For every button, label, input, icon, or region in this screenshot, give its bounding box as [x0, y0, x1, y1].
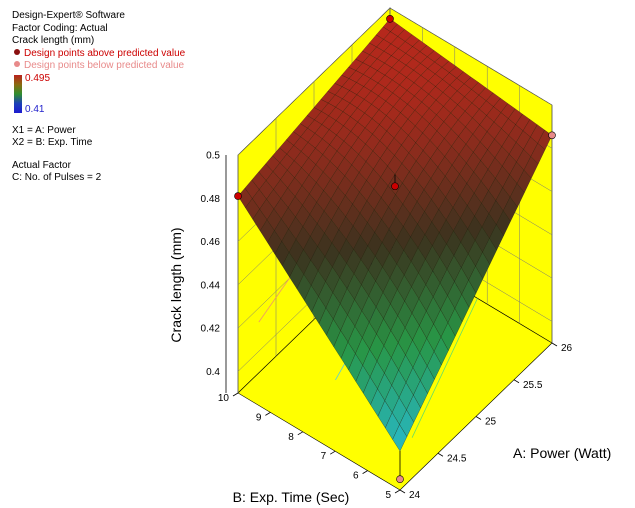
design-point	[548, 131, 556, 140]
x-tick-label: 25.5	[523, 380, 543, 391]
y-tick-label: 9	[256, 412, 262, 423]
y-tick-label: 7	[321, 451, 327, 462]
color-scale-bar	[14, 74, 22, 113]
z-tick-label: 0.46	[201, 237, 221, 248]
z-tick-label: 0.4	[206, 367, 220, 378]
color-scale-low: 0.41	[25, 103, 45, 115]
y-tick-mark	[362, 470, 368, 474]
y-tick-label: 10	[218, 393, 230, 404]
design-point	[386, 15, 394, 23]
y-tick-label: 5	[385, 490, 391, 501]
y-tick-label: 8	[288, 432, 294, 443]
z-tick-label: 0.5	[206, 151, 220, 162]
z-tick-label: 0.44	[201, 280, 221, 291]
response-label: Crack length (mm)	[12, 35, 95, 46]
color-scale-high: 0.495	[25, 72, 51, 84]
z-tick-label: 0.48	[201, 194, 221, 205]
actual-factor-value: C: No. of Pulses = 2	[12, 172, 102, 183]
x-tick-label: 25	[485, 417, 497, 428]
y-tick-label: 6	[353, 471, 359, 482]
software-label: Design-Expert® Software	[12, 10, 125, 21]
x-tick-label: 24	[409, 490, 421, 501]
legend-above-entry: Design points above predicted value	[12, 48, 185, 61]
z-tick-label: 0.42	[201, 324, 221, 335]
factor-coding-label: Factor Coding: Actual	[12, 22, 108, 34]
y-tick-mark	[394, 489, 401, 494]
y-tick-mark	[232, 392, 239, 397]
point-below-icon	[14, 61, 20, 67]
point-above-icon	[14, 48, 20, 55]
design-point	[391, 182, 399, 191]
floor-contour	[411, 298, 478, 438]
legend-below-label: Design points below predicted value	[24, 60, 185, 71]
y-tick-mark	[297, 431, 304, 436]
surface-cell	[392, 424, 408, 452]
z-axis-title: Crack length (mm)	[168, 227, 184, 342]
y-tick-mark	[329, 450, 336, 455]
x-tick-mark	[437, 452, 444, 457]
y-axis-title: B: Exp. Time (Sec)	[233, 489, 350, 505]
x-tick-label: 26	[561, 343, 573, 354]
color-scale: 0.495 0.41	[12, 72, 185, 115]
x-tick-mark	[399, 489, 406, 494]
x-axis-title: A: Power (Watt)	[513, 445, 611, 461]
x-tick-mark	[513, 379, 520, 384]
y-tick-mark	[265, 412, 271, 416]
x-tick-label: 24.5	[447, 453, 467, 464]
design-point	[396, 475, 404, 483]
legend-above-label: Design points above predicted value	[24, 47, 186, 59]
design-point	[234, 192, 242, 200]
actual-factor-title: Actual Factor	[12, 159, 71, 171]
legend-panel: Design-Expert® Software Factor Coding: A…	[12, 10, 185, 185]
x2-definition: X2 = B: Exp. Time	[12, 137, 93, 148]
x-tick-mark	[551, 342, 558, 347]
legend-below-entry: Design points below predicted value	[12, 60, 185, 73]
x1-definition: X1 = A: Power	[12, 124, 76, 136]
x-tick-mark	[475, 416, 482, 420]
